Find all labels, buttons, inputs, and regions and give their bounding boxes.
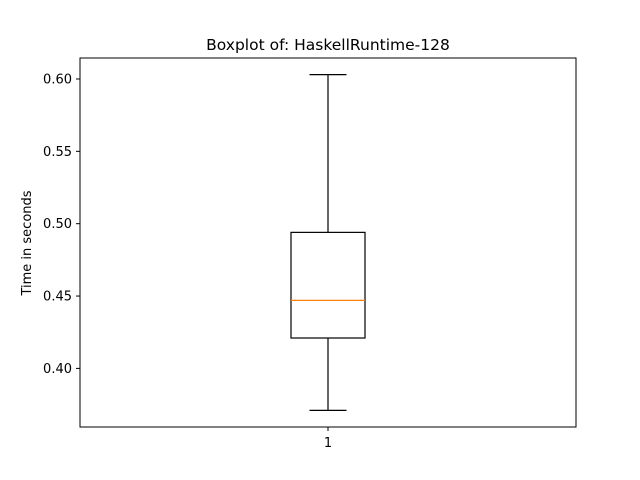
y-tick-label: 0.45 [43,290,72,305]
chart-title: Boxplot of: HaskellRuntime-128 [206,36,450,54]
y-tick-label: 0.60 [43,72,72,87]
y-tick-label: 0.50 [43,217,72,232]
y-tick-label: 0.40 [43,362,72,377]
plot-area: 0.40 0.45 0.50 0.55 0.60 1 [43,72,366,451]
y-tick-label: 0.55 [43,145,72,160]
y-axis-label: Time in seconds [20,190,35,296]
iqr-box [290,231,366,339]
x-tick-label: 1 [324,436,332,451]
axes-frame [79,57,577,428]
